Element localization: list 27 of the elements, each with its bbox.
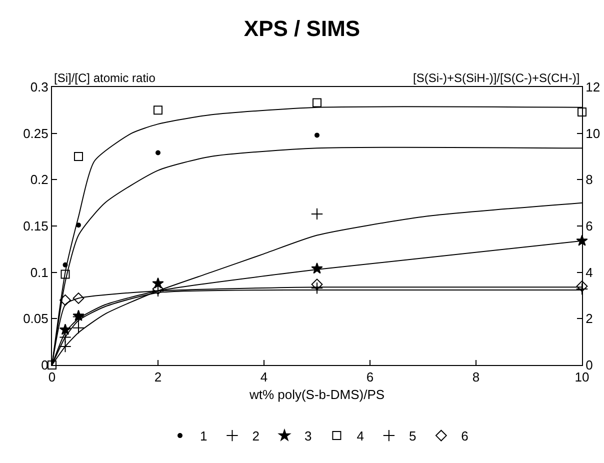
legend-label: 6: [461, 428, 468, 444]
x-axis-title: wt% poly(S-b-DMS)/PS: [248, 387, 385, 402]
y2-tick-label: 6: [586, 218, 593, 234]
legend-label: 3: [304, 428, 312, 444]
chart-title: XPS / SIMS: [244, 16, 360, 42]
y-tick-label: 0.25: [23, 126, 48, 141]
x-tick-label: 2: [154, 370, 162, 385]
y-tick-label: 0.3: [30, 80, 48, 95]
y2-tick-label: 8: [586, 172, 593, 188]
y2-tick-label: 10: [586, 126, 600, 141]
y-tick-label: 0.2: [30, 172, 48, 188]
x-tick-label: 6: [366, 370, 374, 385]
y2-tick-label: 2: [586, 311, 593, 326]
y-tick-label: 0.05: [23, 311, 48, 326]
y-tick-label: 0.1: [30, 264, 48, 280]
legend-label: 4: [356, 428, 364, 444]
y-axis-title: [Si]/[C] atomic ratio: [54, 71, 156, 85]
legend-label: 5: [408, 428, 416, 444]
legend-label: 2: [252, 428, 260, 444]
y-tick-label: 0.15: [23, 218, 48, 234]
x-tick-label: 8: [472, 370, 480, 385]
x-tick-label: 4: [260, 370, 268, 385]
y2-tick-label: 12: [586, 80, 600, 95]
y2-axis-title: [S(Si-)+S(SiH-)]/[S(C-)+S(CH-)]: [413, 71, 580, 85]
legend-label: 1: [200, 428, 208, 444]
y2-tick-label: 4: [586, 264, 593, 280]
y-tick-label: 0: [41, 358, 48, 373]
